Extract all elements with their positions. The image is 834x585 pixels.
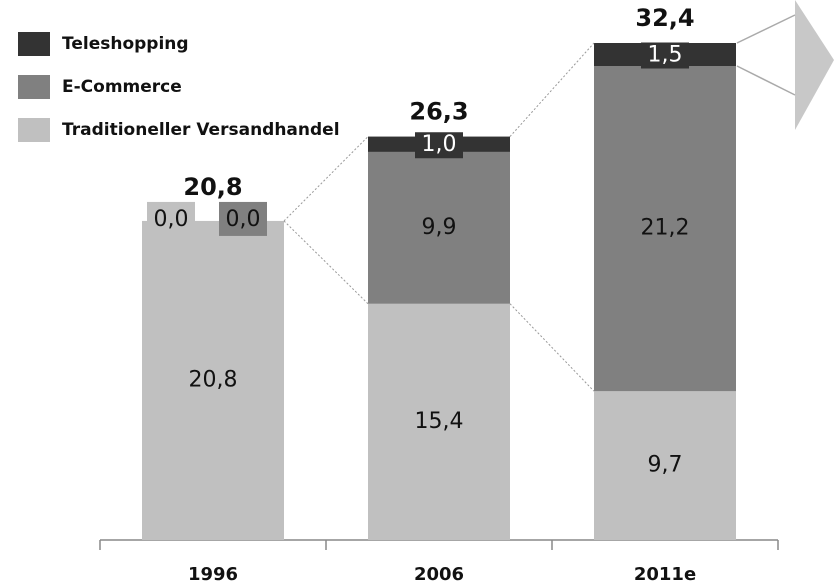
value-label: 21,2 <box>641 216 690 241</box>
label-box <box>641 42 689 69</box>
value-label: 20,8 <box>189 367 238 392</box>
legend-swatch <box>18 32 50 56</box>
bar-segment <box>368 151 510 304</box>
connector <box>283 136 369 222</box>
value-label: 9,9 <box>422 215 457 240</box>
legend-label: Teleshopping <box>62 34 189 54</box>
total-label: 20,8 <box>183 173 242 201</box>
x-tick-label: 2006 <box>414 564 464 585</box>
legend-label: E-Commerce <box>62 77 182 97</box>
value-label: 1,0 <box>422 132 457 157</box>
arrow-decoration <box>736 0 834 130</box>
value-label: 0,0 <box>226 207 261 232</box>
label-box <box>415 132 463 159</box>
legend-label: Traditioneller Versandhandel <box>62 120 340 140</box>
x-tick-label: 1996 <box>188 564 238 585</box>
bar-segment <box>368 303 510 540</box>
legend-swatch <box>18 118 50 142</box>
connector <box>509 42 595 137</box>
bar-segment <box>142 220 284 540</box>
total-label: 26,3 <box>409 98 468 126</box>
total-label: 32,4 <box>635 4 694 32</box>
value-label: 1,5 <box>648 43 683 68</box>
value-label: 15,4 <box>415 409 464 434</box>
value-label: 0,0 <box>154 207 189 232</box>
label-box <box>219 201 267 236</box>
connector <box>283 220 369 305</box>
bar-segment <box>594 66 736 392</box>
bar-segment <box>594 391 736 540</box>
label-box <box>147 201 195 236</box>
connector <box>509 303 595 392</box>
x-tick-label: 2011e <box>634 564 696 585</box>
value-label: 9,7 <box>648 453 683 478</box>
legend-swatch <box>18 75 50 99</box>
